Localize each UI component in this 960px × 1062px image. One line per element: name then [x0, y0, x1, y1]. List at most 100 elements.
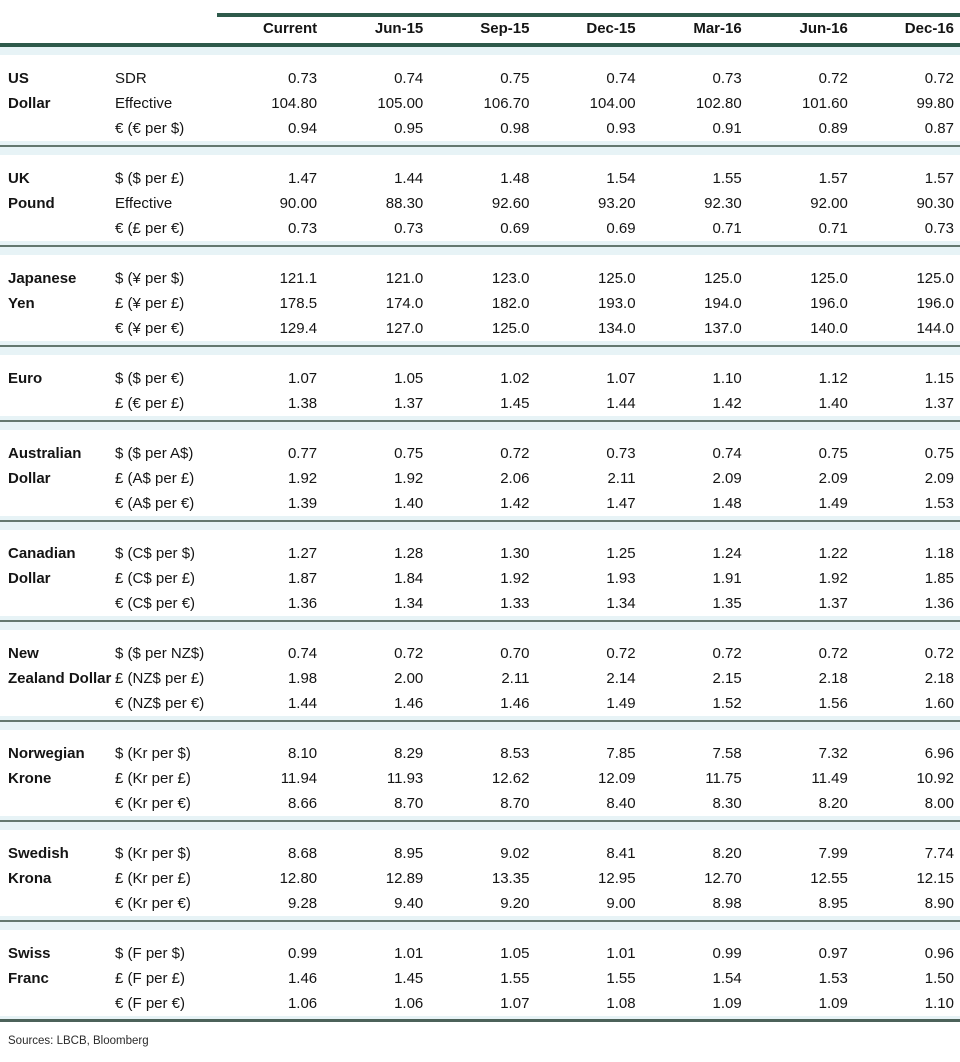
rate-value: 121.1	[279, 270, 318, 287]
rate-value: 1.84	[394, 570, 424, 587]
rate-value: 0.71	[712, 220, 742, 237]
rate-value: 2.09	[818, 470, 848, 487]
rate-value: 196.0	[916, 295, 954, 312]
rate-value: 1.46	[394, 695, 424, 712]
section-top-band	[0, 347, 960, 355]
rate-value: 1.18	[924, 545, 954, 562]
rate-value: 9.28	[287, 895, 318, 912]
rate-value: 12.62	[491, 770, 530, 787]
rate-value: 2.15	[712, 670, 742, 687]
table-row: Krona £ (Kr per £) 12.80 12.89 13.35 12.95 12.…	[0, 866, 960, 891]
rate-label: £ (€ per £)	[115, 395, 185, 412]
rate-label: SDR	[115, 70, 147, 87]
table-row: Australian $ ($ per A$) 0.77 0.75 0.72 0.73 0.…	[0, 441, 960, 466]
currency-label: US	[8, 70, 29, 87]
rate-value: 0.75	[394, 445, 424, 462]
section-top-band	[0, 822, 960, 830]
rate-value: 1.02	[500, 370, 530, 387]
column-header: Mar-16	[641, 13, 748, 47]
section-padding	[0, 830, 960, 841]
rate-value: 125.0	[491, 320, 530, 337]
rate-value: 8.29	[394, 745, 424, 762]
currency-label: Zealand Dollar	[8, 670, 112, 687]
rate-value: 8.95	[818, 895, 848, 912]
table-row: Krone £ (Kr per £) 11.94 11.93 12.62 12.09 11.…	[0, 766, 960, 791]
rate-value: 174.0	[385, 295, 424, 312]
currency-label: Swedish	[8, 845, 69, 862]
rate-value: 1.27	[287, 545, 318, 562]
currency-label: Canadian	[8, 545, 76, 562]
rate-label: € (¥ per €)	[115, 320, 185, 337]
rate-value: 1.46	[287, 970, 318, 987]
rate-value: 0.71	[818, 220, 848, 237]
rate-value: 1.30	[500, 545, 530, 562]
column-header: Jun-15	[323, 13, 430, 47]
section-separator	[0, 341, 960, 347]
rate-label: £ (A$ per £)	[115, 470, 195, 487]
rate-label: $ (F per $)	[115, 945, 186, 962]
rate-value: 106.70	[483, 95, 530, 112]
rate-value: 1.05	[500, 945, 530, 962]
section-separator	[0, 816, 960, 822]
rate-label: £ (C$ per £)	[115, 570, 196, 587]
section-padding	[0, 55, 960, 66]
rate-value: 12.95	[598, 870, 636, 887]
rate-label: £ (¥ per £)	[115, 295, 185, 312]
table-row: Dollar £ (A$ per £) 1.92 1.92 2.06 2.11 2.09 2.…	[0, 466, 960, 491]
rate-value: 8.70	[500, 795, 530, 812]
rate-value: 0.69	[606, 220, 636, 237]
table-row: € (€ per $) 0.94 0.95 0.98 0.93 0.91 0.89 0.87	[0, 116, 960, 141]
rate-value: 0.72	[394, 645, 424, 662]
table-row: € (A$ per €) 1.39 1.40 1.42 1.47 1.48 1.49 1.53	[0, 491, 960, 516]
rate-value: 1.50	[924, 970, 954, 987]
rate-value: 12.89	[385, 870, 424, 887]
rate-value: 1.54	[712, 970, 742, 987]
rate-value: 1.24	[712, 545, 742, 562]
column-header: Current	[217, 13, 324, 47]
header-spacer	[108, 13, 217, 47]
rate-label: Effective	[115, 95, 173, 112]
table-row: UK $ ($ per £) 1.47 1.44 1.48 1.54 1.55 1.57 1.5…	[0, 166, 960, 191]
section-top-band	[0, 247, 960, 255]
rate-label: $ ($ per €)	[115, 370, 185, 387]
rate-label: £ (Kr per £)	[115, 870, 191, 887]
rate-value: 1.53	[924, 495, 954, 512]
rate-value: 11.94	[280, 770, 318, 787]
rate-value: 137.0	[704, 320, 742, 337]
rate-value: 11.75	[705, 770, 742, 787]
rate-value: 1.01	[394, 945, 424, 962]
rate-value: 1.38	[287, 395, 318, 412]
rate-label: € (A$ per €)	[115, 495, 195, 512]
table-row: Swiss $ (F per $) 0.99 1.01 1.05 1.01 0.99 0.97…	[0, 941, 960, 966]
rate-value: 0.98	[500, 120, 530, 137]
rate-value: 0.99	[287, 945, 318, 962]
rate-value: 1.05	[394, 370, 424, 387]
rate-label: £ (Kr per £)	[115, 770, 191, 787]
rate-value: 182.0	[491, 295, 530, 312]
table-row: New $ ($ per NZ$) 0.74 0.72 0.70 0.72 0.72 0.72…	[0, 641, 960, 666]
section-separator	[0, 616, 960, 622]
section-top-band	[0, 622, 960, 630]
rate-label: € (Kr per €)	[115, 895, 191, 912]
rate-value: 1.22	[818, 545, 848, 562]
rate-value: 1.53	[818, 970, 848, 987]
rate-value: 1.93	[606, 570, 636, 587]
rate-value: 129.4	[279, 320, 318, 337]
rate-value: 8.66	[287, 795, 318, 812]
rate-value: 104.80	[271, 95, 318, 112]
table-row: Swedish $ (Kr per $) 8.68 8.95 9.02 8.41 8.20 7…	[0, 841, 960, 866]
section-top-band	[0, 47, 960, 55]
rate-value: 1.35	[712, 595, 742, 612]
rate-value: 1.15	[924, 370, 954, 387]
section-separator	[0, 516, 960, 522]
rate-value: 1.07	[287, 370, 318, 387]
rate-value: 0.93	[606, 120, 636, 137]
section-separator	[0, 916, 960, 922]
currency-label: Dollar	[8, 570, 51, 587]
rate-value: 125.0	[598, 270, 636, 287]
rate-value: 121.0	[385, 270, 424, 287]
rate-value: 1.56	[818, 695, 848, 712]
rate-value: 0.69	[500, 220, 530, 237]
currency-label: Pound	[8, 195, 55, 212]
section-separator	[0, 1016, 960, 1022]
